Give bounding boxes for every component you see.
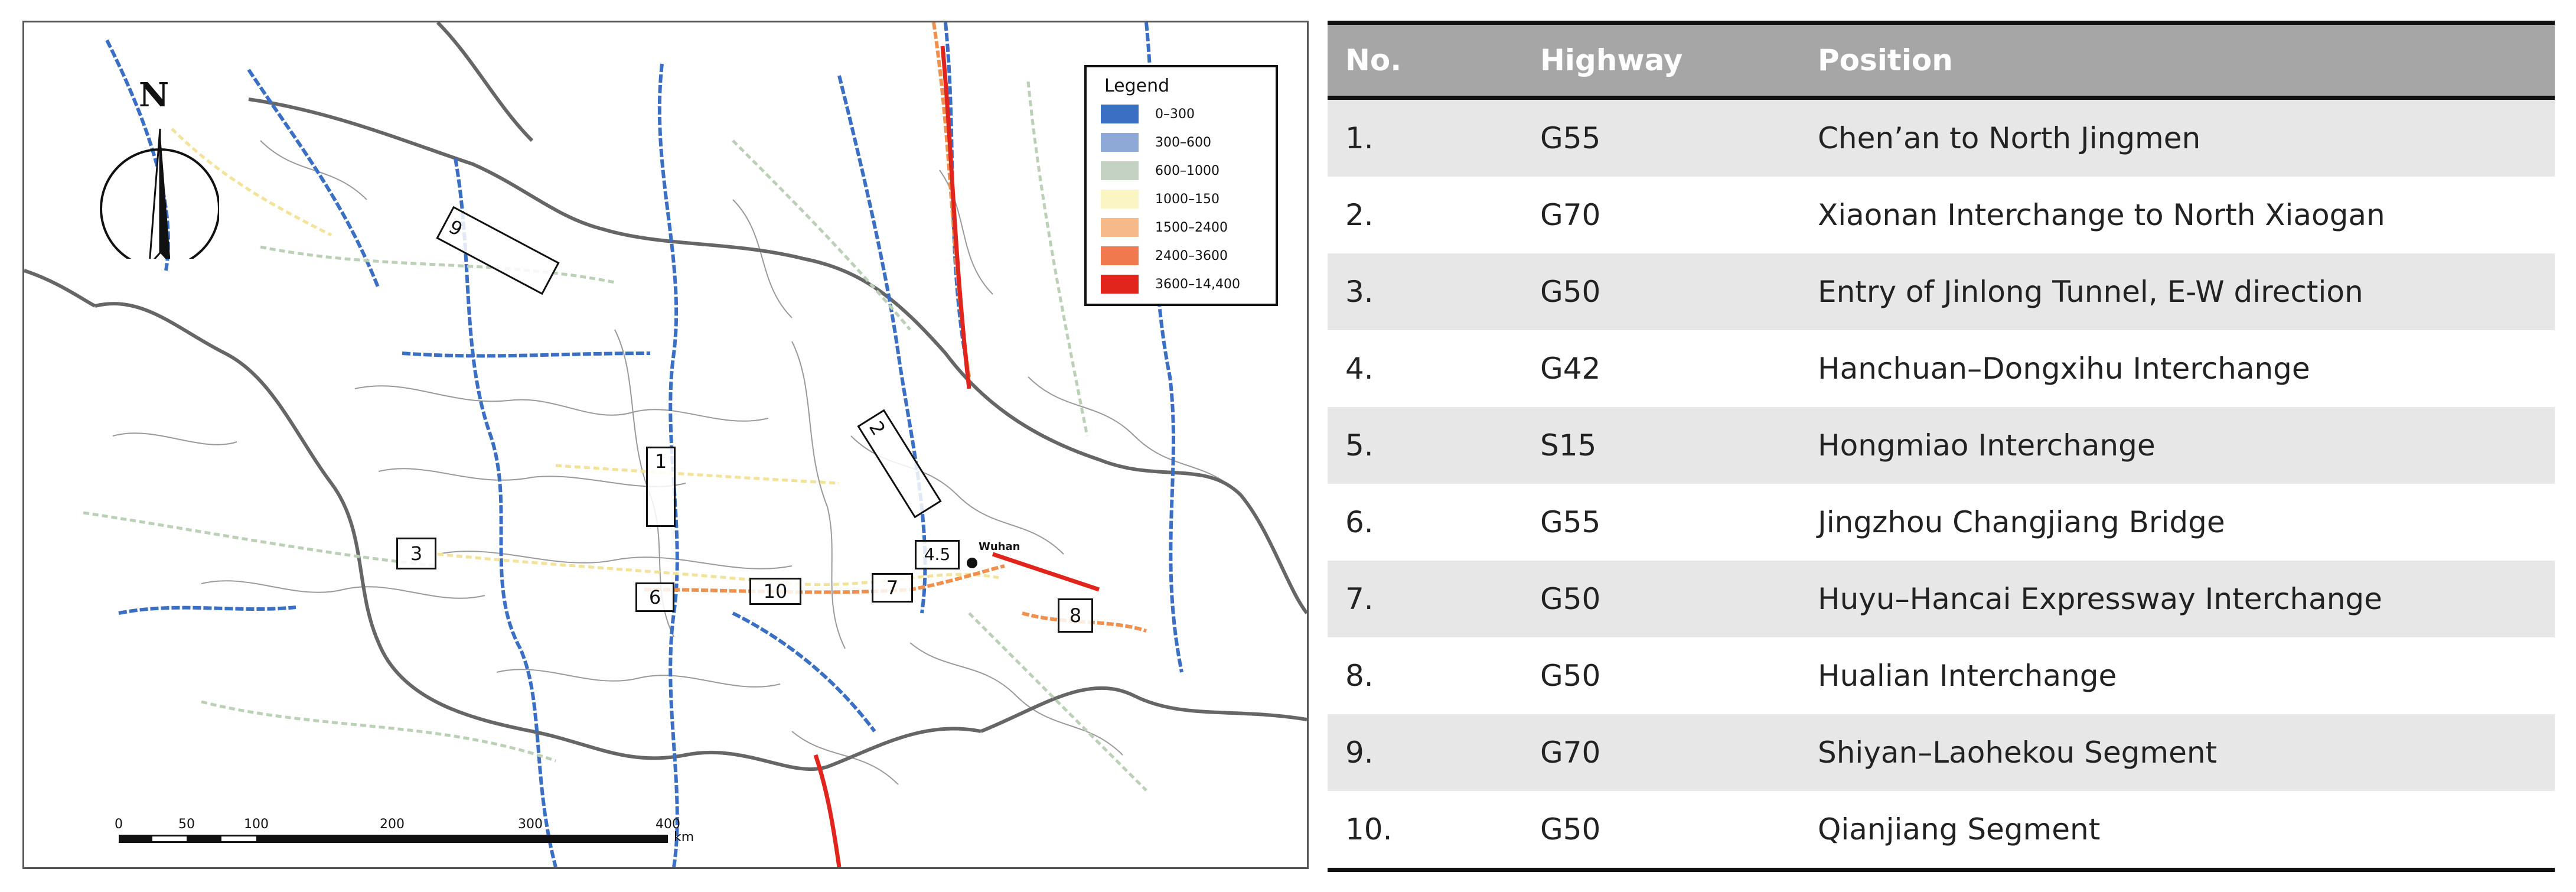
location-marker: 1	[646, 447, 676, 527]
location-marker: 8	[1058, 598, 1093, 633]
scale-bar-graphic	[119, 835, 668, 843]
legend-item: 600–1000	[1101, 161, 1219, 181]
cell-highway: G55	[1540, 121, 1601, 155]
legend-label: 2400–3600	[1155, 248, 1228, 263]
legend-label: 1000–150	[1155, 191, 1219, 207]
location-marker: 6	[635, 582, 674, 612]
table-header-row: No. Highway Position	[1328, 22, 2555, 98]
cell-position: Shiyan–Laohekou Segment	[1818, 735, 2218, 770]
cell-no: 1.	[1345, 121, 1374, 155]
table-row: 4. G42 Hanchuan–Dongxihu Interchange	[1328, 330, 2555, 407]
province-boundaries	[24, 22, 1307, 771]
cell-no: 6.	[1345, 505, 1374, 539]
legend-swatch	[1101, 161, 1139, 180]
legend-item: 3600–14,400	[1101, 274, 1240, 294]
county-boundaries	[112, 140, 1241, 785]
north-label: N	[139, 76, 169, 115]
cell-no: 10.	[1345, 812, 1393, 847]
medium-flow-highways	[83, 81, 1147, 792]
location-table: No. Highway Position 1. G55 Chen’an to N…	[1328, 21, 2555, 872]
scale-tick-label: 0	[115, 817, 123, 832]
legend-swatch	[1101, 246, 1139, 265]
scale-tick-label: 200	[380, 817, 405, 832]
city-label: Wuhan	[979, 541, 1020, 553]
cell-position: Jingzhou Changjiang Bridge	[1818, 505, 2225, 539]
header-highway: Highway	[1540, 43, 1683, 77]
scale-tick-label: 100	[244, 817, 269, 832]
table-row: 7. G50 Huyu–Hancai Expressway Interchang…	[1328, 561, 2555, 637]
table-row: 5. S15 Hongmiao Interchange	[1328, 407, 2555, 484]
cell-no: 4.	[1345, 351, 1374, 386]
map-legend: Legend 0–300 300–600 600–1000 1000–150 1…	[1084, 65, 1278, 306]
legend-item: 1500–2400	[1101, 217, 1228, 237]
cell-position: Xiaonan Interchange to North Xiaogan	[1818, 198, 2385, 232]
legend-label: 300–600	[1155, 135, 1211, 150]
low-flow-highways	[105, 22, 1183, 867]
yellow-flow-highways	[171, 128, 999, 587]
legend-label: 3600–14,400	[1155, 276, 1240, 292]
cell-highway: S15	[1540, 428, 1597, 463]
cell-position: Huyu–Hancai Expressway Interchange	[1818, 582, 2382, 616]
location-marker: 3	[396, 538, 436, 569]
cell-highway: G70	[1540, 198, 1601, 232]
cell-highway: G70	[1540, 735, 1601, 770]
cell-position: Entry of Jinlong Tunnel, E-W direction	[1818, 275, 2363, 309]
scale-bar: 0 50 100 200 300 400 km	[92, 817, 694, 852]
cell-highway: G50	[1540, 659, 1601, 693]
scale-tick-label: 50	[178, 817, 195, 832]
legend-swatch	[1101, 190, 1139, 209]
table-row: 1. G55 Chen’an to North Jingmen	[1328, 97, 2555, 177]
highest-flow-highways	[813, 45, 1100, 867]
table-row: 2. G70 Xiaonan Interchange to North Xiao…	[1328, 177, 2555, 253]
cell-no: 3.	[1345, 275, 1374, 309]
cell-highway: G42	[1540, 351, 1601, 386]
cell-position: Hualian Interchange	[1818, 659, 2117, 693]
legend-item: 2400–3600	[1101, 246, 1228, 266]
cell-no: 2.	[1345, 198, 1374, 232]
table-row: 6. G55 Jingzhou Changjiang Bridge	[1328, 484, 2555, 561]
table-row: 10. G50 Qianjiang Segment	[1328, 791, 2555, 870]
cell-highway: G55	[1540, 505, 1601, 539]
table-row: 3. G50 Entry of Jinlong Tunnel, E-W dire…	[1328, 253, 2555, 330]
legend-swatch	[1101, 105, 1139, 123]
location-table-panel: No. Highway Position 1. G55 Chen’an to N…	[1328, 21, 2555, 870]
table-row: 8. G50 Hualian Interchange	[1328, 637, 2555, 714]
legend-label: 600–1000	[1155, 163, 1219, 178]
legend-swatch	[1101, 133, 1139, 152]
cell-position: Chen’an to North Jingmen	[1818, 121, 2201, 155]
location-marker: 7	[872, 573, 913, 603]
header-position: Position	[1818, 43, 1953, 77]
north-arrow: N	[77, 58, 219, 259]
legend-swatch	[1101, 275, 1139, 294]
legend-swatch	[1101, 218, 1139, 237]
traffic-flow-map: N Legend 0–300 300–600 600–1000 1000–150…	[22, 21, 1309, 869]
scale-unit-label: km	[674, 830, 694, 845]
legend-item: 0–300	[1101, 104, 1195, 124]
cell-position: Qianjiang Segment	[1818, 812, 2101, 847]
legend-title: Legend	[1104, 76, 1170, 96]
cell-position: Hongmiao Interchange	[1818, 428, 2156, 463]
legend-label: 0–300	[1155, 106, 1195, 122]
location-marker: 10	[749, 578, 801, 605]
cell-highway: G50	[1540, 812, 1601, 847]
wuhan-marker	[967, 558, 977, 568]
legend-label: 1500–2400	[1155, 220, 1228, 235]
cell-no: 7.	[1345, 582, 1374, 616]
cell-position: Hanchuan–Dongxihu Interchange	[1818, 351, 2310, 386]
legend-item: 1000–150	[1101, 189, 1219, 209]
scale-tick-label: 300	[518, 817, 543, 832]
cell-highway: G50	[1540, 582, 1601, 616]
legend-item: 300–600	[1101, 132, 1211, 152]
cell-highway: G50	[1540, 275, 1601, 309]
cell-no: 9.	[1345, 735, 1374, 770]
header-no: No.	[1345, 43, 1402, 77]
cell-no: 8.	[1345, 659, 1374, 693]
compass-icon	[100, 128, 219, 259]
table-row: 9. G70 Shiyan–Laohekou Segment	[1328, 714, 2555, 791]
cell-no: 5.	[1345, 428, 1374, 463]
scale-tick-label: 400	[656, 817, 680, 832]
location-marker: 4.5	[915, 540, 960, 569]
